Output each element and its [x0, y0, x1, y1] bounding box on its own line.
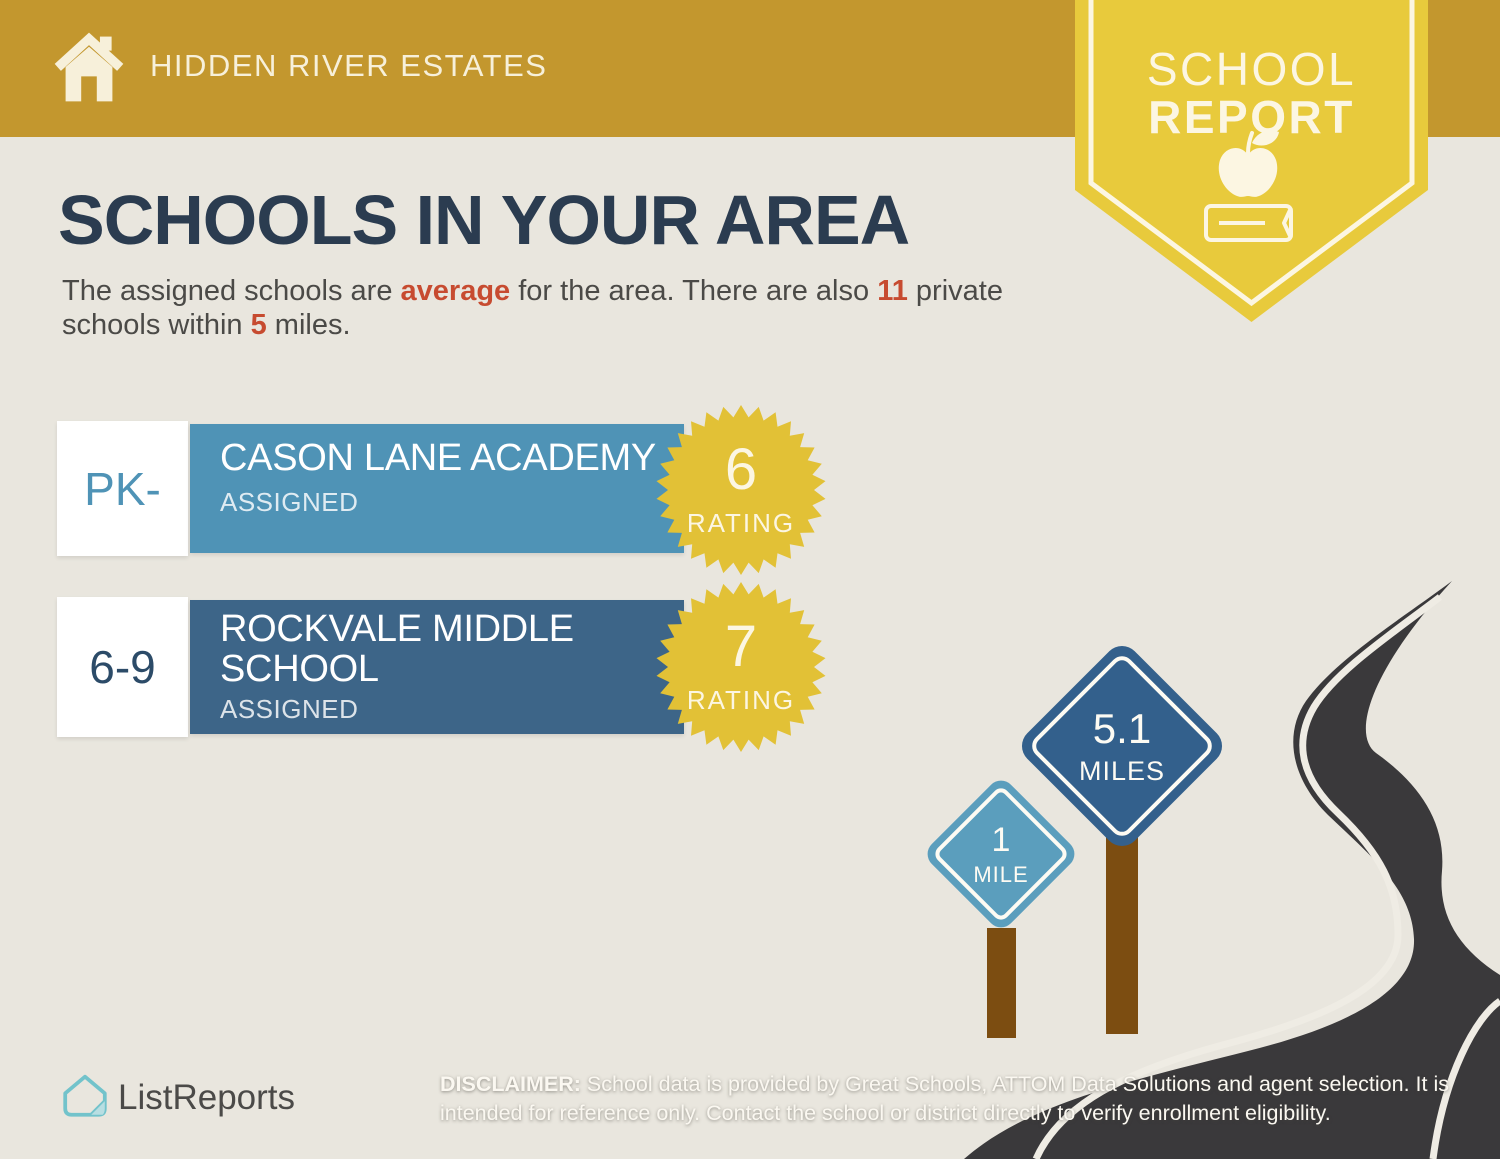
distance-unit: MILES — [1078, 755, 1166, 786]
disclaimer-label: DISCLAIMER: — [440, 1072, 581, 1096]
badge-title-line1: SCHOOL — [1146, 43, 1357, 95]
apple-book-icon — [1204, 130, 1293, 242]
distance-value: 5.1 — [1092, 704, 1152, 752]
grade-range-box: PK- — [57, 421, 188, 556]
winding-road-illustration — [964, 581, 1500, 1159]
school-bar: CASON LANE ACADEMY ASSIGNED — [190, 424, 684, 553]
subtitle-text: for the area. There are also — [510, 275, 878, 307]
distance-value: 1 — [991, 820, 1011, 859]
disclaimer: DISCLAIMER: School data is provided by G… — [440, 1070, 1488, 1128]
school-report-badge: SCHOOL REPORT — [1075, 0, 1428, 335]
distance-unit: MILE — [973, 861, 1029, 887]
school-bar: ROCKVALE MIDDLE SCHOOL ASSIGNED — [190, 600, 684, 734]
property-name: HIDDEN RIVER ESTATES — [150, 48, 548, 83]
school-status: ASSIGNED — [220, 694, 359, 724]
subtitle-text: miles. — [266, 309, 351, 341]
rating-starburst — [656, 582, 826, 752]
rating-value: 6 — [724, 437, 758, 502]
school-name: CASON LANE ACADEMY — [220, 437, 656, 479]
subtitle: The assigned schools are average for the… — [62, 274, 1062, 342]
sign-post — [987, 928, 1016, 1038]
subtitle-highlight-quality: average — [400, 275, 511, 307]
subtitle-text: private schools within — [62, 275, 1003, 341]
school-status: ASSIGNED — [220, 487, 359, 517]
badge-title-line2: REPORT — [1148, 91, 1355, 143]
page-title: SCHOOLS IN YOUR AREA — [58, 181, 910, 259]
listreports-logo-icon — [63, 1074, 107, 1117]
rating-label: RATING — [686, 508, 796, 538]
rating-starburst — [656, 405, 826, 575]
distance-sign-text: 5.1 MILES — [1046, 670, 1198, 822]
grade-range-box: 6-9 — [57, 597, 188, 737]
brand-name: ListReports — [118, 1078, 296, 1117]
home-icon — [54, 32, 124, 102]
disclaimer-text: School data is provided by Great Schools… — [440, 1072, 1449, 1125]
school-name: ROCKVALE MIDDLE SCHOOL — [220, 608, 574, 690]
sign-post — [1106, 822, 1138, 1034]
subtitle-highlight-count: 11 — [877, 275, 908, 307]
rating-value: 7 — [724, 614, 758, 679]
rating-label: RATING — [686, 685, 796, 715]
distance-sign-text: 1 MILE — [945, 798, 1057, 910]
badge-ribbon-shape — [1075, 0, 1428, 322]
rating-badge: 6 RATING — [656, 405, 826, 575]
subtitle-highlight-radius: 5 — [250, 309, 267, 341]
subtitle-text: The assigned schools are — [62, 275, 401, 307]
rating-badge: 7 RATING — [656, 582, 826, 752]
